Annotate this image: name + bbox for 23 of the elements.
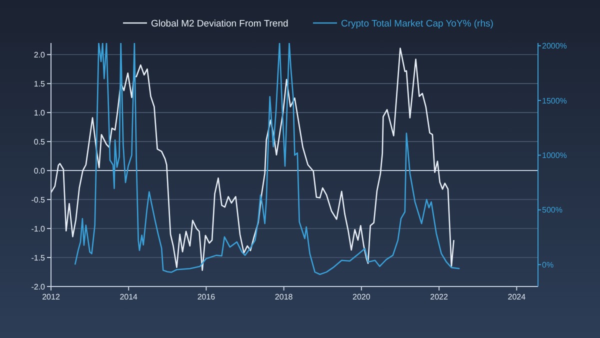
legend-label: Crypto Total Market Cap YoY% (rhs) [341, 18, 494, 30]
y-tick-label: -0.5 [31, 195, 46, 204]
y-tick-label: -1.5 [31, 253, 46, 262]
x-tick-label: 2024 [508, 292, 526, 302]
y-tick-label: 1.0 [34, 108, 46, 118]
y2-tick-label: 1500% [542, 96, 567, 106]
y-tick-label: 0.0 [34, 166, 46, 176]
x-tick-label: 2020 [352, 292, 371, 302]
y2-tick-label: 2000% [542, 42, 567, 51]
y-tick-label: 2.0 [34, 50, 46, 60]
y2-tick-label: 500% [542, 206, 562, 215]
y-tick-label: -2.0 [31, 282, 46, 292]
y2-tick-label: 1000% [542, 150, 567, 160]
y-tick-label: 1.5 [34, 79, 46, 88]
y-tick-label: 0.5 [34, 137, 46, 146]
x-tick-label: 2012 [42, 292, 60, 302]
x-tick-label: 2016 [197, 292, 216, 302]
y-tick-label: -1.0 [31, 224, 46, 234]
x-tick-label: 2018 [274, 292, 294, 302]
x-tick-label: 2014 [120, 292, 138, 302]
x-tick-label: 2022 [430, 292, 448, 302]
y2-tick-label: 0% [542, 260, 554, 270]
legend-label: Global M2 Deviation From Trend [151, 18, 288, 30]
